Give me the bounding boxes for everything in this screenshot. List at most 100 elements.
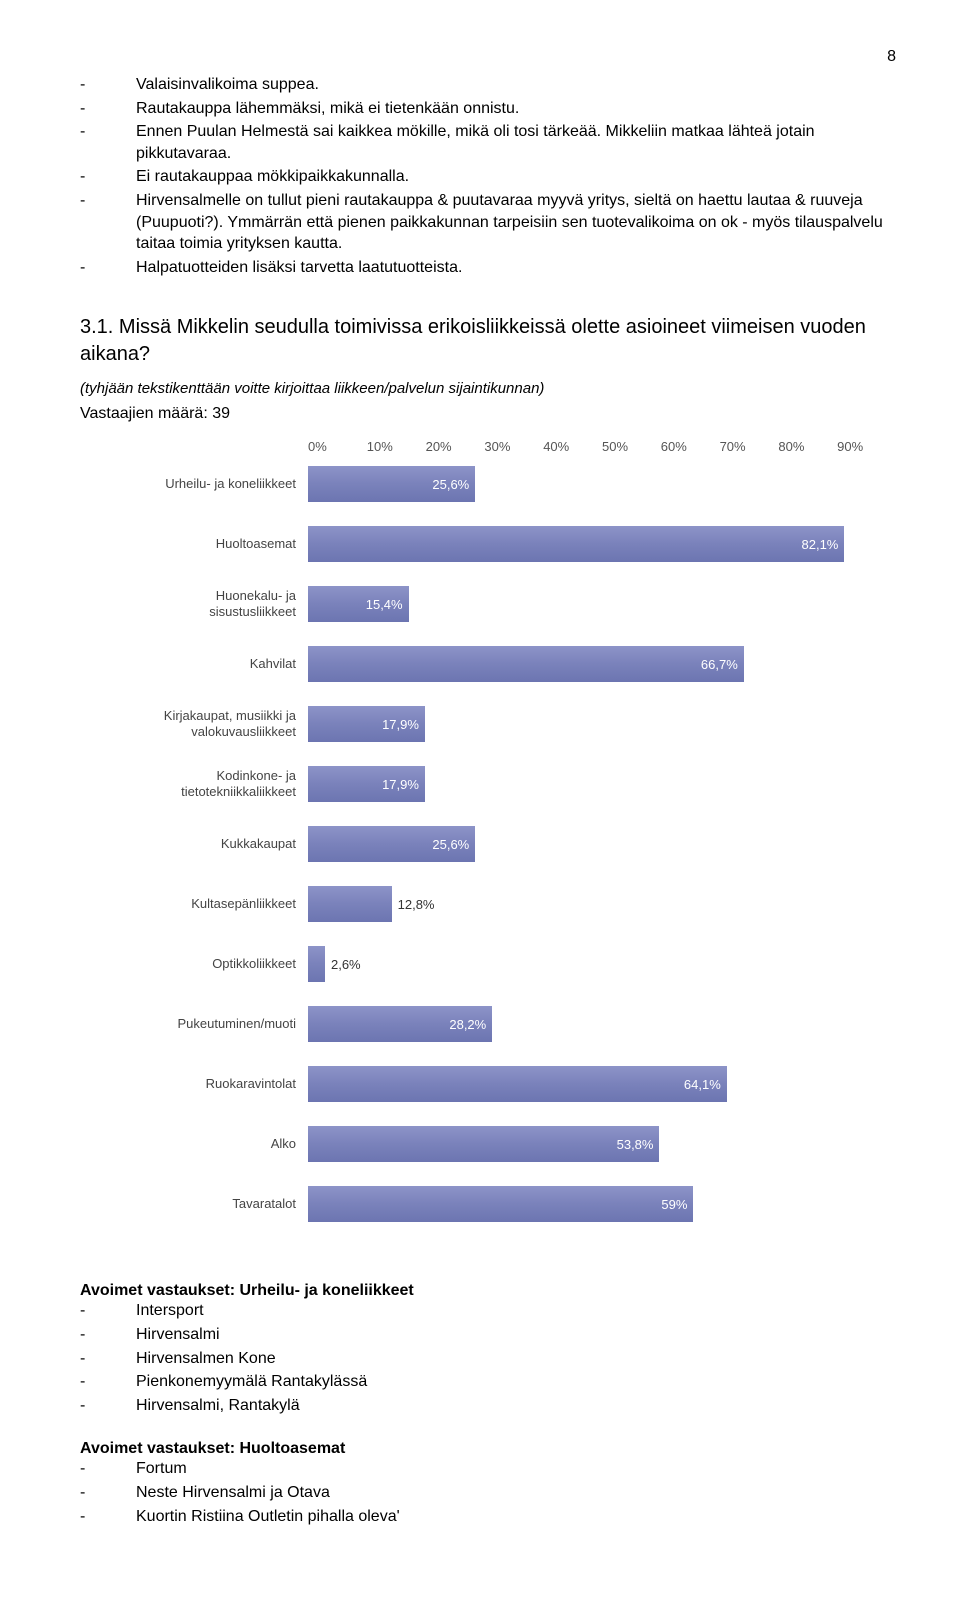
- answers-group1-list: -Intersport-Hirvensalmi-Hirvensalmen Kon…: [80, 1300, 896, 1416]
- chart-row: Urheilu- ja koneliikkeet 25,6%: [128, 454, 896, 514]
- list-item: -Ei rautakauppaa mökkipaikkakunnalla.: [80, 166, 896, 188]
- question-title: 3.1. Missä Mikkelin seudulla toimivissa …: [80, 314, 896, 368]
- answers-group2-title: Avoimet vastaukset: Huoltoasemat: [80, 1440, 896, 1458]
- chart-bar-value: 59%: [661, 1197, 687, 1212]
- chart-bar: 53,8%: [308, 1126, 659, 1162]
- chart-row-label: Ruokaravintolat: [128, 1076, 308, 1092]
- chart-bar-value: 28,2%: [449, 1017, 486, 1032]
- chart-row-label: Kirjakaupat, musiikki ja valokuvausliikk…: [128, 708, 308, 741]
- chart-row: Pukeutuminen/muoti 28,2%: [128, 994, 896, 1054]
- chart-row: Kirjakaupat, musiikki ja valokuvausliikk…: [128, 694, 896, 754]
- list-item: -Hirvensalmi, Rantakylä: [80, 1395, 896, 1417]
- chart-bar-area: 28,2%: [308, 994, 896, 1054]
- chart-axis: 0%10%20%30%40%50%60%70%80%90%: [308, 439, 896, 454]
- page-number: 8: [80, 48, 896, 66]
- axis-tick: 50%: [602, 439, 661, 454]
- chart-row-label: Huonekalu- ja sisustusliikkeet: [128, 588, 308, 621]
- chart-bar-value: 53,8%: [617, 1137, 654, 1152]
- list-item: -Intersport: [80, 1300, 896, 1322]
- chart-bar: 82,1%: [308, 526, 844, 562]
- axis-tick: 30%: [484, 439, 543, 454]
- chart-bar-area: 25,6%: [308, 814, 896, 874]
- chart-row: Kahvilat 66,7%: [128, 634, 896, 694]
- chart-bar-area: 64,1%: [308, 1054, 896, 1114]
- chart-bar-value: 12,8%: [398, 897, 435, 912]
- chart-row: Huonekalu- ja sisustusliikkeet 15,4%: [128, 574, 896, 634]
- list-item: -Hirvensalmen Kone: [80, 1348, 896, 1370]
- chart-row: Kultasepänliikkeet 12,8%: [128, 874, 896, 934]
- chart-bar-area: 59%: [308, 1174, 896, 1234]
- chart-bar-value: 2,6%: [331, 957, 361, 972]
- chart-bar: 64,1%: [308, 1066, 727, 1102]
- chart-bar: 59%: [308, 1186, 693, 1222]
- chart-bar-area: 17,9%: [308, 754, 896, 814]
- list-item: -Hirvensalmi: [80, 1324, 896, 1346]
- bar-chart: 0%10%20%30%40%50%60%70%80%90% Urheilu- j…: [128, 439, 896, 1234]
- list-item: -Halpatuotteiden lisäksi tarvetta laatut…: [80, 257, 896, 279]
- axis-tick: 60%: [661, 439, 720, 454]
- chart-row: Kukkakaupat 25,6%: [128, 814, 896, 874]
- chart-bar: 25,6%: [308, 826, 475, 862]
- chart-row: Ruokaravintolat 64,1%: [128, 1054, 896, 1114]
- chart-bar-value: 66,7%: [701, 657, 738, 672]
- chart-row: Optikkoliikkeet 2,6%: [128, 934, 896, 994]
- chart-bar: 17,9%: [308, 706, 425, 742]
- chart-bar-area: 12,8%: [308, 874, 896, 934]
- axis-tick: 90%: [837, 439, 896, 454]
- axis-tick: 40%: [543, 439, 602, 454]
- axis-tick: 80%: [778, 439, 837, 454]
- list-item: -Valaisinvalikoima suppea.: [80, 74, 896, 96]
- chart-row-label: Huoltoasemat: [128, 536, 308, 552]
- chart-bar-value: 25,6%: [432, 477, 469, 492]
- answers-group2-list: -Fortum-Neste Hirvensalmi ja Otava-Kuort…: [80, 1458, 896, 1527]
- chart-bar-value: 15,4%: [366, 597, 403, 612]
- chart-bar: 66,7%: [308, 646, 744, 682]
- axis-tick: 20%: [426, 439, 485, 454]
- list-item: -Rautakauppa lähemmäksi, mikä ei tietenk…: [80, 98, 896, 120]
- chart-row-label: Urheilu- ja koneliikkeet: [128, 476, 308, 492]
- chart-bar-value: 17,9%: [382, 777, 419, 792]
- chart-row-label: Optikkoliikkeet: [128, 956, 308, 972]
- chart-bar-value: 64,1%: [684, 1077, 721, 1092]
- chart-row-label: Tavaratalot: [128, 1196, 308, 1212]
- chart-row-label: Pukeutuminen/muoti: [128, 1016, 308, 1032]
- chart-bar: [308, 886, 392, 922]
- axis-tick: 10%: [367, 439, 426, 454]
- top-bullet-list: -Valaisinvalikoima suppea.-Rautakauppa l…: [80, 74, 896, 278]
- list-item: -Neste Hirvensalmi ja Otava: [80, 1482, 896, 1504]
- chart-bar-area: 66,7%: [308, 634, 896, 694]
- chart-bar-area: 17,9%: [308, 694, 896, 754]
- chart-bar: 17,9%: [308, 766, 425, 802]
- chart-row-label: Kahvilat: [128, 656, 308, 672]
- chart-row: Kodinkone- ja tietotekniikkaliikkeet 17,9…: [128, 754, 896, 814]
- chart-bar-value: 17,9%: [382, 717, 419, 732]
- chart-bar: 28,2%: [308, 1006, 492, 1042]
- chart-bar-area: 25,6%: [308, 454, 896, 514]
- chart-row-label: Kodinkone- ja tietotekniikkaliikkeet: [128, 768, 308, 801]
- list-item: -Fortum: [80, 1458, 896, 1480]
- axis-tick: 70%: [720, 439, 779, 454]
- chart-row-label: Kukkakaupat: [128, 836, 308, 852]
- chart-bar-value: 82,1%: [802, 537, 839, 552]
- chart-row-label: Alko: [128, 1136, 308, 1152]
- chart-bar-value: 25,6%: [432, 837, 469, 852]
- question-count: Vastaajien määrä: 39: [80, 405, 896, 423]
- list-item: -Kuortin Ristiina Outletin pihalla oleva…: [80, 1506, 896, 1528]
- axis-tick: 0%: [308, 439, 367, 454]
- chart-bar: [308, 946, 325, 982]
- chart-bar-area: 2,6%: [308, 934, 896, 994]
- answers-group1-title: Avoimet vastaukset: Urheilu- ja koneliik…: [80, 1282, 896, 1300]
- chart-row-label: Kultasepänliikkeet: [128, 896, 308, 912]
- chart-bar: 25,6%: [308, 466, 475, 502]
- chart-row: Alko 53,8%: [128, 1114, 896, 1174]
- chart-bar-area: 15,4%: [308, 574, 896, 634]
- chart-row: Tavaratalot 59%: [128, 1174, 896, 1234]
- question-subtitle: (tyhjään tekstikenttään voitte kirjoitta…: [80, 380, 896, 397]
- list-item: -Ennen Puulan Helmestä sai kaikkea mökil…: [80, 121, 896, 164]
- list-item: -Hirvensalmelle on tullut pieni rautakau…: [80, 190, 896, 255]
- chart-bar: 15,4%: [308, 586, 409, 622]
- chart-rows: Urheilu- ja koneliikkeet 25,6% Huoltoasema…: [128, 454, 896, 1234]
- chart-bar-area: 82,1%: [308, 514, 896, 574]
- list-item: -Pienkonemyymälä Rantakylässä: [80, 1371, 896, 1393]
- chart-bar-area: 53,8%: [308, 1114, 896, 1174]
